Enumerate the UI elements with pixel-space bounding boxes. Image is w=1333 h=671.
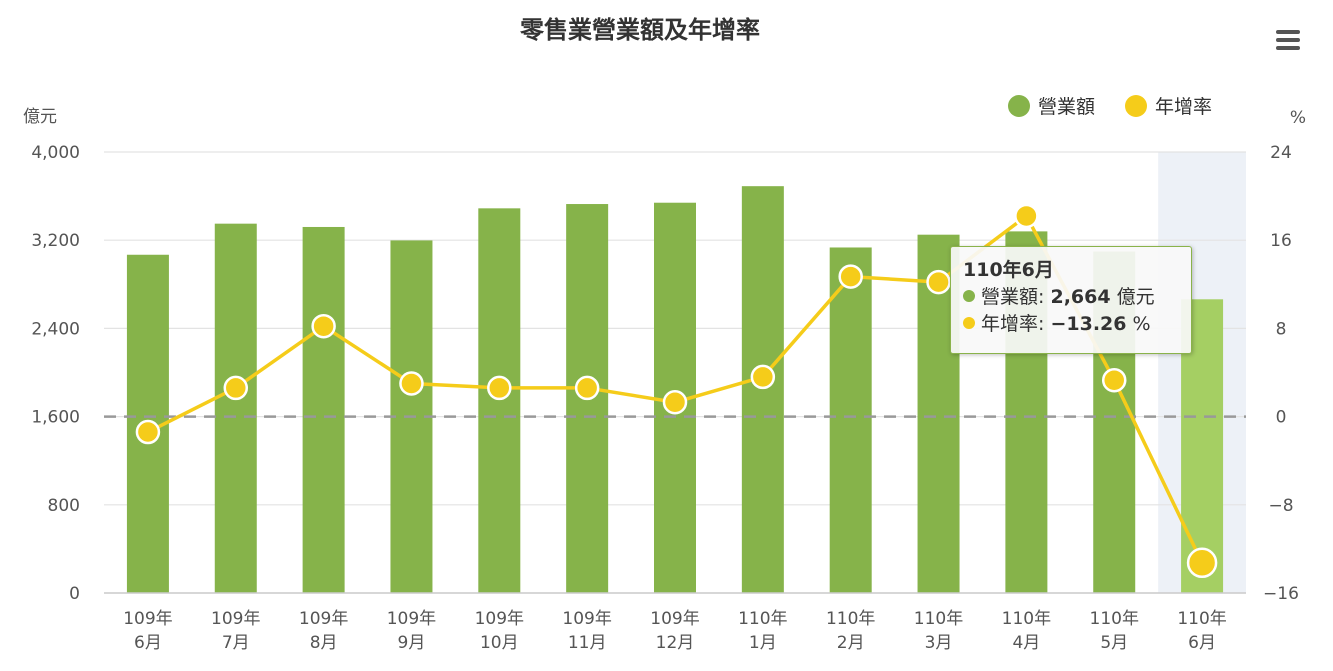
x-tick-label: 10月 (480, 633, 519, 653)
legend-label: 年增率 (1155, 96, 1213, 118)
bar (829, 247, 872, 593)
x-tick-label: 6月 (134, 633, 162, 653)
legend-item-growth[interactable]: 年增率 (1125, 92, 1212, 119)
line-point (1014, 203, 1039, 229)
y-right-tick-label: −8 (1268, 496, 1293, 516)
line-point (399, 371, 424, 396)
tooltip-row-growth: 年增率: −13.26 % (963, 311, 1179, 338)
x-tick-label: 8月 (310, 633, 338, 653)
x-tick-label: 1月 (749, 633, 777, 653)
tooltip-unit: % (1132, 313, 1151, 335)
x-tick-label: 110年 (826, 609, 875, 629)
y-right-tick-label: −16 (1263, 584, 1299, 604)
y-left-tick-label: 2,400 (31, 319, 80, 339)
line-point (223, 375, 249, 401)
tooltip: 110年6月 營業額: 2,664 億元 年增率: −13.26 % (950, 246, 1192, 354)
y-left-tick-label: 4,000 (31, 143, 80, 163)
x-tick-label: 109年 (123, 609, 172, 629)
tooltip-series-name: 營業額 (981, 286, 1039, 308)
x-tick-label: 12月 (656, 633, 695, 653)
x-tick-label: 109年 (211, 609, 260, 629)
chart-title: 零售業營業額及年增率 (519, 16, 760, 44)
y-left-tick-label: 3,200 (31, 231, 80, 251)
x-tick-label: 6月 (1188, 633, 1216, 653)
y-right-tick-label: 0 (1276, 408, 1287, 428)
line-point (1186, 547, 1218, 579)
x-tick-label: 110年 (1177, 609, 1226, 629)
x-tick-label: 5月 (1100, 633, 1128, 653)
legend-label: 營業額 (1038, 96, 1096, 118)
y-left-tick-label: 800 (48, 496, 80, 516)
bar (741, 186, 784, 594)
x-tick-label: 9月 (398, 633, 426, 653)
hamburger-menu-icon[interactable] (1270, 26, 1306, 56)
y-axis-left-label: 億元 (23, 107, 57, 127)
legend-item-revenue[interactable]: 營業額 (1008, 92, 1095, 119)
legend-dot-icon (1125, 94, 1148, 117)
tooltip-value: 2,664 (1050, 286, 1111, 308)
bar (478, 208, 521, 593)
x-tick-label: 109年 (387, 609, 436, 629)
tooltip-value: −13.26 (1050, 313, 1127, 335)
tooltip-series-name: 年增率 (981, 313, 1039, 335)
x-tick-label: 109年 (299, 609, 348, 629)
x-tick-label: 109年 (562, 609, 611, 629)
bar (214, 223, 257, 593)
y-right-tick-label: 24 (1270, 143, 1292, 163)
tooltip-unit: 億元 (1116, 286, 1155, 308)
x-tick-label: 11月 (568, 633, 607, 653)
x-tick-label: 4月 (1012, 633, 1040, 653)
line-point (838, 264, 863, 289)
tooltip-row-revenue: 營業額: 2,664 億元 (963, 284, 1179, 311)
y-right-tick-label: 16 (1270, 231, 1292, 251)
tooltip-dot-icon (963, 289, 975, 302)
y-right-tick-label: 8 (1276, 319, 1287, 339)
y-left-tick-label: 0 (69, 584, 80, 604)
line-point (1101, 367, 1127, 393)
legend: 營業額 年增率 (1008, 92, 1212, 119)
x-tick-label: 109年 (650, 609, 699, 629)
line-point (487, 375, 512, 401)
x-tick-label: 7月 (222, 633, 250, 653)
line-point (662, 390, 688, 415)
y-left-tick-label: 1,600 (31, 408, 80, 428)
x-tick-label: 3月 (925, 633, 953, 653)
tooltip-title: 110年6月 (963, 259, 1054, 281)
line-point (750, 364, 776, 390)
line-point (574, 375, 600, 401)
x-tick-label: 2月 (837, 633, 865, 653)
y-axis-right-label: % (1290, 108, 1306, 128)
x-tick-label: 110年 (1090, 609, 1139, 629)
line-point (311, 313, 336, 339)
legend-dot-icon (1008, 94, 1030, 117)
x-tick-label: 110年 (1002, 609, 1051, 629)
x-tick-label: 109年 (475, 609, 524, 629)
tooltip-dot-icon (963, 316, 975, 329)
x-tick-label: 110年 (738, 609, 787, 629)
line-point (926, 269, 951, 295)
bar (302, 226, 345, 593)
line-point (135, 419, 161, 445)
x-tick-label: 110年 (914, 609, 963, 629)
